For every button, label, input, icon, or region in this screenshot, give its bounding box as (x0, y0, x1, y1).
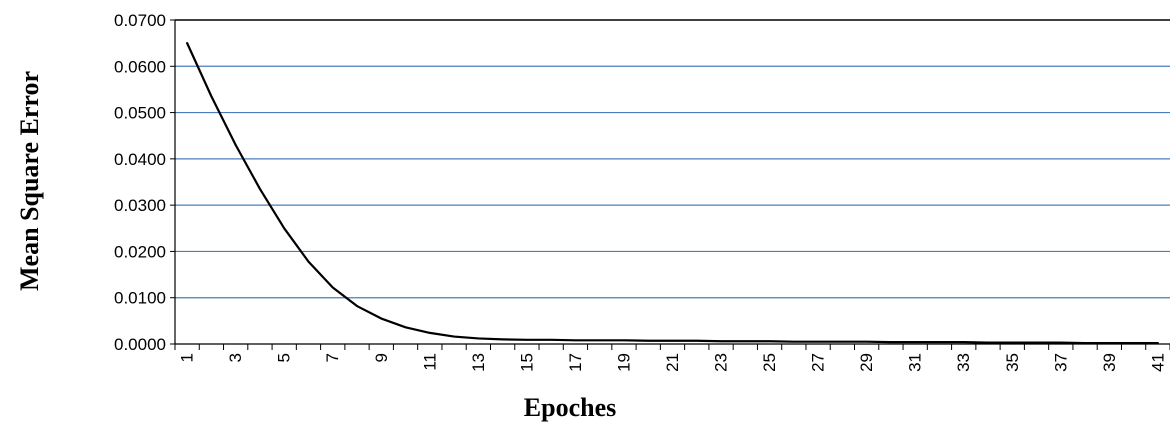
axes (170, 19, 1170, 350)
y-axis-title: Mean Square Error (15, 71, 44, 291)
x-tick-label: 25 (760, 353, 779, 372)
y-axis-tick-labels: 0.0000 0.0100 0.0200 0.0300 0.0400 0.0500 0.06… (114, 11, 166, 354)
x-axis-title: Epoches (524, 393, 616, 422)
x-tick-label: 37 (1051, 353, 1070, 372)
x-axis-tick-labels: 1 3 5 7 9 11 13 15 17 19 21 23 25 27 29 31 33 35 37 39 41 (178, 353, 1168, 372)
y-tick-label: 0.0100 (114, 289, 166, 308)
x-tick-label: 15 (517, 353, 536, 372)
y-tick-label: 0.0600 (114, 57, 166, 76)
x-tick-label: 21 (663, 353, 682, 372)
x-tick-label: 39 (1100, 353, 1119, 372)
y-tick-label: 0.0700 (114, 11, 166, 30)
y-tick-label: 0.0000 (114, 335, 166, 354)
gridlines (175, 19, 1170, 299)
y-tick-label: 0.0200 (114, 242, 166, 261)
x-tick-label: 17 (566, 353, 585, 372)
x-tick-label: 33 (954, 353, 973, 372)
x-tick-label: 3 (226, 353, 245, 362)
y-tick-label: 0.0500 (114, 104, 166, 123)
series-layer (186, 42, 1159, 345)
series-line (186, 42, 1159, 345)
x-tick-label: 31 (906, 353, 925, 372)
y-tick-label: 0.0300 (114, 196, 166, 215)
x-tick-label: 35 (1003, 353, 1022, 372)
x-tick-label: 23 (712, 353, 731, 372)
x-tick-label: 11 (420, 353, 439, 371)
x-tick-label: 27 (809, 353, 828, 372)
y-tick-label: 0.0400 (114, 150, 166, 169)
x-tick-label: 29 (857, 353, 876, 372)
x-tick-label: 5 (275, 353, 294, 362)
x-tick-label: 41 (1148, 353, 1167, 372)
x-tick-label: 19 (614, 353, 633, 372)
x-tick-label: 1 (178, 353, 197, 362)
x-tick-label: 7 (323, 353, 342, 362)
x-tick-label: 13 (469, 353, 488, 372)
x-tick-label: 9 (372, 353, 391, 362)
